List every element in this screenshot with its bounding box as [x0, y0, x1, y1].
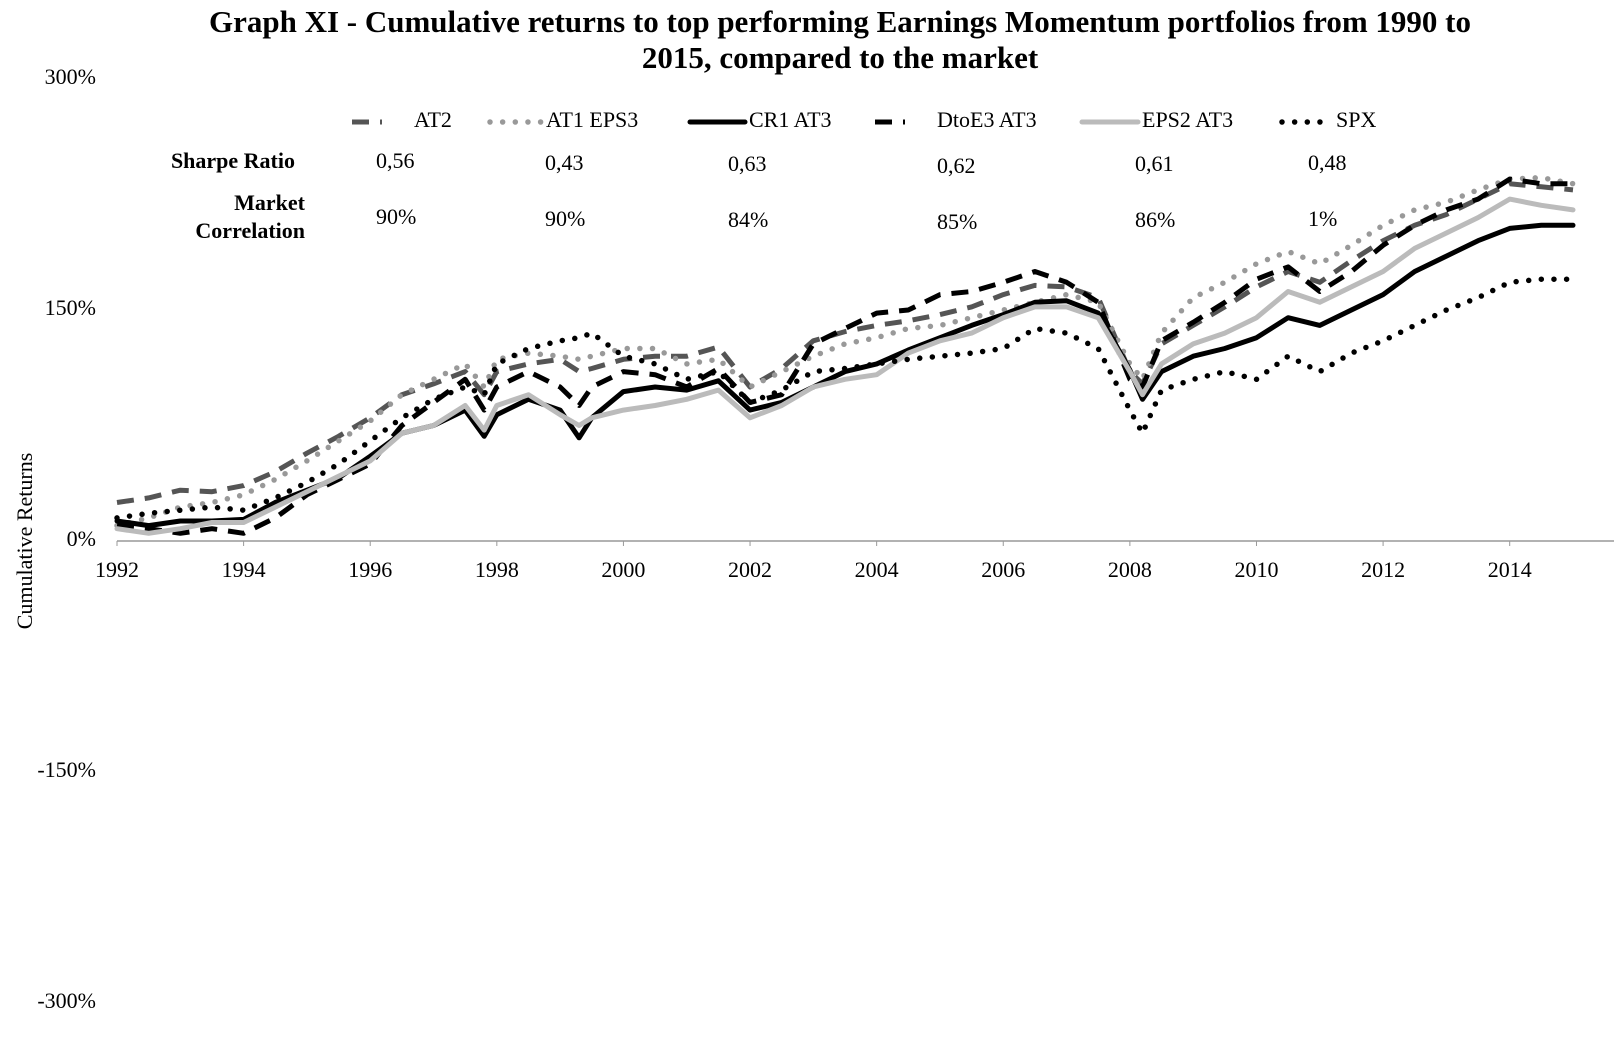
y-tick-label: -150%	[37, 757, 96, 782]
x-tick-label: 2010	[1234, 557, 1278, 582]
stats-row-label: Sharpe Ratio	[171, 148, 295, 173]
legend-label: AT1 EPS3	[546, 107, 638, 132]
x-tick-label: 2008	[1108, 557, 1152, 582]
x-tick-label: 1994	[222, 557, 266, 582]
stats-value: 90%	[545, 206, 585, 231]
stats-value: 0,63	[728, 151, 767, 176]
stats-value: 0,56	[376, 148, 415, 173]
legend-label: EPS2 AT3	[1142, 107, 1233, 132]
stats-row-label: Market	[234, 190, 306, 215]
stats-value: 0,62	[937, 153, 976, 178]
stats-value: 1%	[1308, 206, 1337, 231]
stats-value: 0,61	[1135, 151, 1174, 176]
stats-value: 0,43	[545, 150, 584, 175]
series-line	[114, 222, 1576, 529]
series-line	[116, 181, 1574, 505]
y-tick-label: 0%	[67, 526, 96, 551]
legend-label: DtoE3 AT3	[937, 107, 1037, 132]
x-tick-label: 2002	[728, 557, 772, 582]
series-line	[114, 174, 1576, 529]
y-tick-label: -300%	[37, 988, 96, 1013]
x-tick-label: 2004	[855, 557, 899, 582]
x-tick-label: 1992	[95, 557, 139, 582]
x-tick-label: 2012	[1361, 557, 1405, 582]
legend-label: CR1 AT3	[749, 107, 832, 132]
chart-title: Graph XI - Cumulative returns to top per…	[208, 4, 1472, 75]
stats-row-label: Correlation	[195, 218, 305, 243]
x-tick-label: 1996	[348, 557, 392, 582]
stats-value: 0,48	[1308, 150, 1347, 175]
x-tick-label: 1998	[475, 557, 519, 582]
legend-label: AT2	[414, 107, 452, 132]
stats-value: 86%	[1135, 207, 1175, 232]
y-axis-label: Cumulative Returns	[12, 453, 37, 630]
stats-value: 90%	[376, 204, 416, 229]
stats-value: 85%	[937, 209, 977, 234]
series-line	[114, 276, 1576, 521]
x-tick-label: 2014	[1488, 557, 1532, 582]
series-line	[114, 196, 1576, 536]
x-tick-label: 2000	[601, 557, 645, 582]
y-tick-label: 300%	[45, 64, 96, 89]
y-tick-label: 150%	[45, 295, 96, 320]
legend-label: SPX	[1336, 107, 1376, 132]
x-tick-label: 2006	[981, 557, 1025, 582]
stats-value: 84%	[728, 207, 768, 232]
